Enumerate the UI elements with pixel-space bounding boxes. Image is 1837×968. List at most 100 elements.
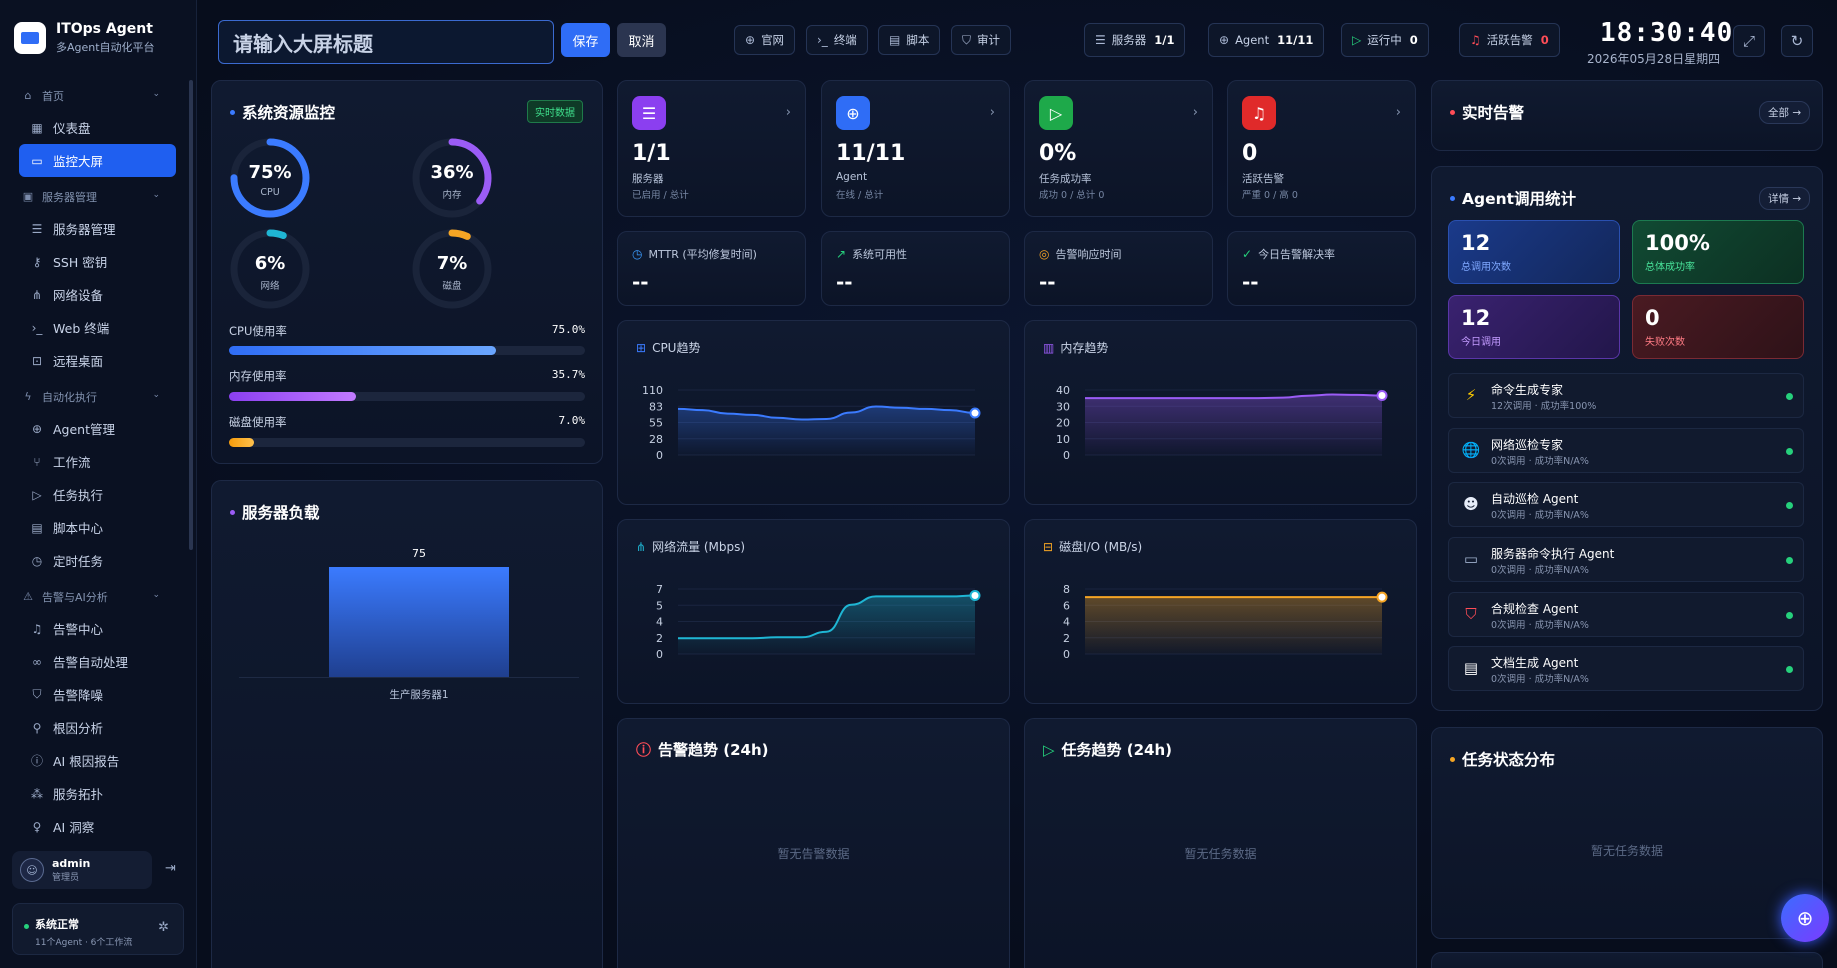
agent-row-doc-gen[interactable]: ▤ 文档生成 Agent 0次调用 · 成功率N/A% — [1448, 646, 1804, 691]
terminal-icon: ›_ — [817, 33, 828, 47]
sidebar: ITOps Agent 多Agent自动化平台 ⌂ 首页 ⌄ ▦ 仪表盘 ▭ 监控大屏 … — [0, 0, 197, 968]
servers-status-value: 1/1 — [1154, 33, 1175, 47]
menu-group-servers[interactable]: ▣ 服务器管理 ⌄ — [0, 181, 188, 212]
stat-card-agents[interactable]: ⊕ › 11/11 Agent 在线 / 总计 — [821, 80, 1010, 217]
agent-details-button[interactable]: 详情 → — [1759, 187, 1811, 210]
server-load-bar[interactable] — [329, 566, 509, 677]
status-dot — [1786, 502, 1793, 509]
agent-name: 命令生成专家 — [1491, 383, 1564, 397]
sidebar-item-root-cause[interactable]: ⚲ 根因分析 — [0, 711, 188, 744]
sidebar-scrollbar[interactable] — [189, 80, 193, 550]
memory-ring-value: 36% — [430, 162, 474, 183]
link-script[interactable]: ▤ 脚本 — [878, 25, 941, 55]
sidebar-item-ssh-keys[interactable]: ⚷ SSH 密钥 — [0, 245, 188, 278]
sidebar-item-topology[interactable]: ⁂ 服务拓扑 — [0, 777, 188, 810]
sidebar-item-ai-report[interactable]: ⓘ AI 根因报告 — [0, 744, 188, 777]
menu-group-home[interactable]: ⌂ 首页 ⌄ — [0, 80, 188, 111]
sidebar-item-remote-desktop[interactable]: ⊡ 远程桌面 — [0, 344, 188, 377]
sidebar-item-alert-auto[interactable]: ∞ 告警自动处理 — [0, 645, 188, 678]
disk-usage-bar-fill — [229, 438, 254, 447]
sidebar-item-alert-center[interactable]: ♫ 告警中心 — [0, 612, 188, 645]
link-audit[interactable]: ⛉ 审计 — [951, 25, 1012, 55]
sidebar-item-agent-management[interactable]: ⊕ Agent管理 — [0, 412, 188, 445]
assistant-robot-button[interactable]: ⊕ — [1781, 894, 1829, 942]
disk-usage-value: 7.0% — [558, 414, 586, 427]
disk-trend-chart[interactable]: 8 6 4 2 0 — [1025, 520, 1418, 705]
agent-row-compliance[interactable]: ⛉ 合规检查 Agent 0次调用 · 成功率N/A% — [1448, 592, 1804, 637]
realtime-alerts-panel: 实时告警 全部 → — [1431, 80, 1823, 151]
gear-icon[interactable]: ✲ — [158, 920, 169, 935]
cpu-ring: 75% CPU — [229, 137, 311, 219]
agent-status[interactable]: ⊕ Agent 11/11 — [1208, 23, 1325, 57]
kpi-label: 失败次数 — [1645, 337, 1685, 348]
menu-group-alerts-ai[interactable]: ⚠ 告警与AI分析 ⌄ — [0, 581, 188, 612]
screen-title-input[interactable]: 请输入大屏标题 — [218, 20, 554, 64]
sidebar-item-label: 工作流 — [53, 455, 91, 470]
sidebar-item-label: Agent管理 — [53, 422, 115, 437]
shield-icon: ⛉ — [1465, 605, 1477, 623]
network-trend-chart[interactable]: 7 5 4 2 0 — [618, 520, 1011, 705]
agent-row-server-command[interactable]: ▭ 服务器命令执行 Agent 0次调用 · 成功率N/A% — [1448, 537, 1804, 582]
save-button[interactable]: 保存 — [561, 23, 610, 57]
sidebar-item-task-execution[interactable]: ▷ 任务执行 — [0, 478, 188, 511]
agent-stat: 12次调用 · 成功率100% — [1491, 401, 1597, 412]
running-status-value: 0 — [1409, 33, 1418, 47]
disk-ring-label: 磁盘 — [442, 281, 462, 292]
agent-stat: 0次调用 · 成功率N/A% — [1491, 510, 1589, 521]
cpu-trend-chart[interactable]: 110 83 55 28 0 — [618, 321, 1011, 506]
refresh-icon[interactable]: ↻ — [1781, 25, 1813, 57]
memory-trend-chart[interactable]: 40 30 20 10 0 — [1025, 321, 1418, 506]
bell-icon: ♫ — [31, 621, 43, 636]
sidebar-item-workflow[interactable]: ⑂ 工作流 — [0, 445, 188, 478]
stat-card-task-success[interactable]: ▷ › 0% 任务成功率 成功 0 / 总计 0 — [1024, 80, 1213, 217]
stat-card-value: 1/1 — [632, 141, 671, 166]
cancel-button[interactable]: 取消 — [617, 23, 666, 57]
server-load-title: 服务器负载 — [230, 501, 320, 523]
sidebar-item-alert-noise[interactable]: ⛉ 告警降噪 — [0, 678, 188, 711]
fullscreen-icon[interactable]: ⤢ — [1733, 25, 1765, 57]
sidebar-item-scheduled-tasks[interactable]: ◷ 定时任务 — [0, 544, 188, 577]
y-tick-label: 110 — [642, 384, 663, 397]
sidebar-item-server-management[interactable]: ☰ 服务器管理 — [0, 212, 188, 245]
link-label: 官网 — [761, 33, 785, 47]
sidebar-item-web-terminal[interactable]: ›_ Web 终端 — [0, 311, 188, 344]
agent-row-network-expert[interactable]: 🌐 网络巡检专家 0次调用 · 成功率N/A% — [1448, 428, 1804, 473]
cpu-trend-panel: ⊞ CPU趋势 110 83 55 28 0 — [617, 320, 1010, 505]
menu-group-automation[interactable]: ϟ 自动化执行 ⌄ — [0, 381, 188, 412]
stat-card-active-alerts[interactable]: ♫ › 0 活跃告警 严重 0 / 高 0 — [1227, 80, 1416, 217]
play-icon: ▷ — [1043, 740, 1055, 759]
last-point — [969, 590, 981, 601]
agent-row-command-expert[interactable]: ⚡ 命令生成专家 12次调用 · 成功率100% — [1448, 373, 1804, 418]
robot-face-icon: ☻ — [1463, 495, 1479, 513]
agent-row-auto-inspect[interactable]: ☻ 自动巡检 Agent 0次调用 · 成功率N/A% — [1448, 482, 1804, 527]
link-website[interactable]: ⊕ 官网 — [734, 25, 796, 55]
monitor-icon: ▭ — [31, 153, 43, 168]
play-icon: ▷ — [1039, 96, 1073, 130]
play-icon: ▷ — [32, 487, 42, 502]
sidebar-item-label: 服务拓扑 — [53, 787, 104, 802]
all-alerts-button[interactable]: 全部 → — [1759, 101, 1811, 124]
y-tick-label: 0 — [656, 449, 663, 462]
agent-name: 合规检查 Agent — [1491, 602, 1579, 616]
target-icon: ◎ — [1039, 247, 1050, 261]
title-dot — [1450, 756, 1455, 762]
link-terminal[interactable]: ›_ 终端 — [806, 25, 868, 55]
sidebar-item-monitor-screen[interactable]: ▭ 监控大屏 — [19, 144, 176, 177]
stat-card-servers[interactable]: ☰ › 1/1 服务器 已启用 / 总计 — [617, 80, 806, 217]
brand[interactable]: ITOps Agent 多Agent自动化平台 — [14, 18, 184, 58]
network-ring: 6% 网络 — [229, 228, 311, 310]
logout-icon[interactable]: ⇥ — [165, 861, 176, 876]
stat-card-label: 任务成功率 — [1039, 173, 1092, 185]
sidebar-item-script-center[interactable]: ▤ 脚本中心 — [0, 511, 188, 544]
alerts-status[interactable]: ♫ 活跃告警 0 — [1459, 23, 1560, 57]
kpi-value: 100% — [1645, 231, 1710, 255]
running-status[interactable]: ▷ 运行中 0 — [1341, 23, 1429, 57]
kpi-failures: 0 失败次数 — [1632, 295, 1804, 359]
sidebar-item-ai-insight[interactable]: ♀ AI 洞察 — [0, 810, 188, 843]
stat-card-sub: 已启用 / 总计 — [632, 190, 689, 201]
servers-status[interactable]: ☰ 服务器 1/1 — [1084, 23, 1186, 57]
sidebar-item-dashboard[interactable]: ▦ 仪表盘 — [0, 111, 188, 144]
user-card[interactable]: ☺ admin 管理员 — [12, 851, 152, 889]
sidebar-item-network-devices[interactable]: ⋔ 网络设备 — [0, 278, 188, 311]
menu-group-label: 告警与AI分析 — [42, 590, 108, 604]
